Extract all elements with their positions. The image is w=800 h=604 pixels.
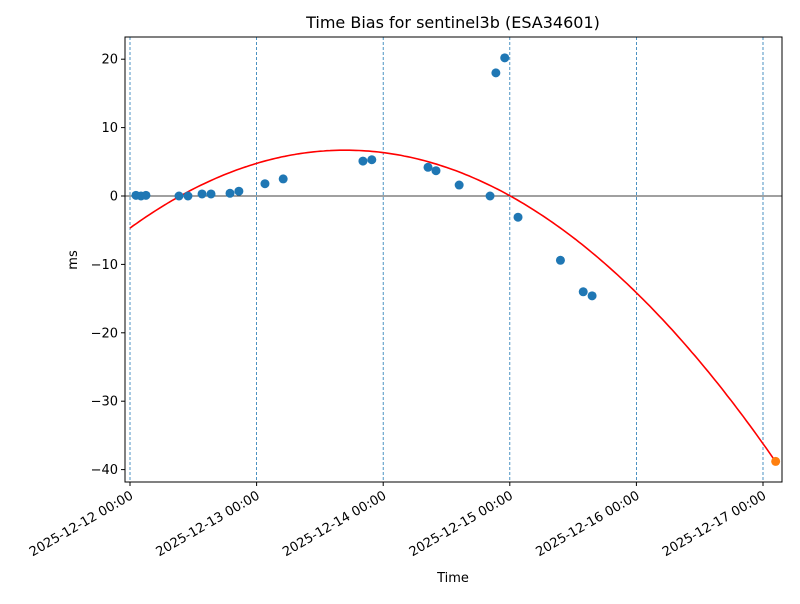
y-tick-label: 20 <box>101 53 118 68</box>
data-point <box>431 166 441 176</box>
data-point <box>555 255 565 265</box>
x-tick-label: 2025-12-14 00:00 <box>280 488 389 560</box>
data-point <box>485 191 495 201</box>
data-point <box>206 189 216 199</box>
chart-title: Time Bias for sentinel3b (ESA34601) <box>305 13 600 32</box>
data-point <box>500 53 510 63</box>
x-tick-label: 2025-12-15 00:00 <box>407 488 516 560</box>
plot-frame <box>124 36 783 483</box>
prediction-point <box>771 456 781 466</box>
data-point <box>358 156 368 166</box>
data-point <box>225 188 235 198</box>
data-point <box>141 190 151 200</box>
y-tick-label: −20 <box>91 326 118 341</box>
x-tick-label: 2025-12-12 00:00 <box>27 488 136 560</box>
data-point <box>183 191 193 201</box>
data-point <box>197 189 207 199</box>
x-tick-label: 2025-12-13 00:00 <box>154 488 263 560</box>
data-point <box>491 68 501 78</box>
data-point <box>454 180 464 190</box>
y-tick-label: −30 <box>91 395 118 410</box>
data-point <box>513 212 523 222</box>
y-tick-label: −40 <box>91 463 118 478</box>
y-tick-label: −10 <box>91 258 118 273</box>
data-point <box>260 179 270 189</box>
y-tick-label: 0 <box>110 190 118 205</box>
fit-curve <box>129 149 777 463</box>
x-tick-label: 2025-12-16 00:00 <box>533 488 642 560</box>
x-tick-label: 2025-12-17 00:00 <box>660 488 769 560</box>
x-axis-label: Time <box>436 571 469 586</box>
data-point <box>234 186 244 196</box>
y-axis-label: ms <box>66 250 81 270</box>
data-point <box>174 191 184 201</box>
data-point <box>278 174 288 184</box>
y-tick-label: 10 <box>101 121 118 136</box>
data-point <box>578 287 588 297</box>
data-point <box>423 162 433 172</box>
data-point <box>587 291 597 301</box>
data-point <box>367 155 377 165</box>
